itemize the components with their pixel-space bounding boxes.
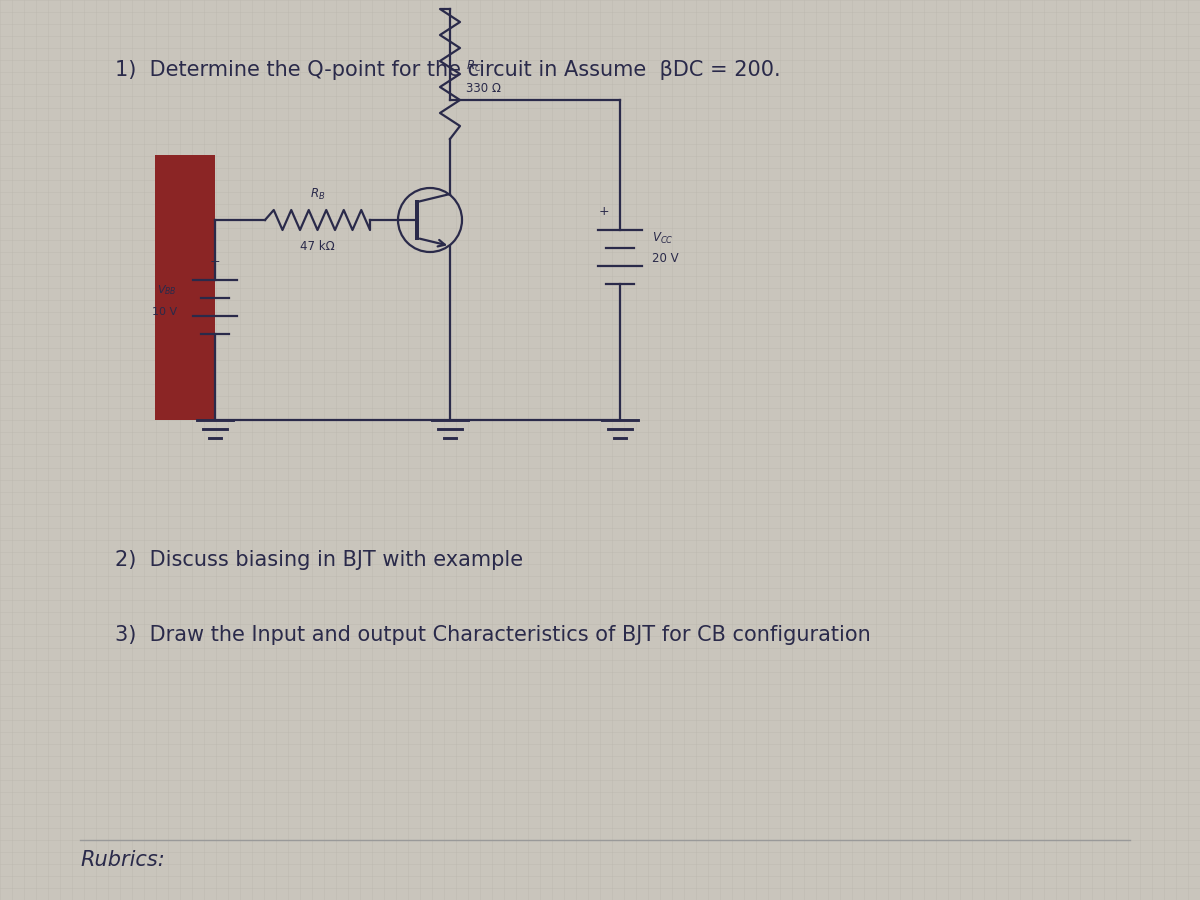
Text: 1)  Determine the Q-point for the circuit in Assume  βDC = 200.: 1) Determine the Q-point for the circuit… xyxy=(115,60,781,80)
Text: +: + xyxy=(599,205,610,218)
Bar xyxy=(155,155,215,420)
Text: 47 kΩ: 47 kΩ xyxy=(300,240,335,253)
Text: Rubrics:: Rubrics: xyxy=(80,850,164,870)
Text: 20 V: 20 V xyxy=(652,251,679,265)
Text: $R_C$: $R_C$ xyxy=(466,58,482,74)
Text: +: + xyxy=(210,255,221,268)
Text: $V_{BB}$: $V_{BB}$ xyxy=(157,284,178,297)
Text: 3)  Draw the Input and output Characteristics of BJT for CB configuration: 3) Draw the Input and output Characteris… xyxy=(115,625,871,645)
Text: 2)  Discuss biasing in BJT with example: 2) Discuss biasing in BJT with example xyxy=(115,550,523,570)
Text: $V_{CC}$: $V_{CC}$ xyxy=(652,230,673,246)
Text: 330 Ω: 330 Ω xyxy=(466,82,502,94)
Text: $R_B$: $R_B$ xyxy=(310,187,325,202)
Text: 10 V: 10 V xyxy=(152,307,178,317)
